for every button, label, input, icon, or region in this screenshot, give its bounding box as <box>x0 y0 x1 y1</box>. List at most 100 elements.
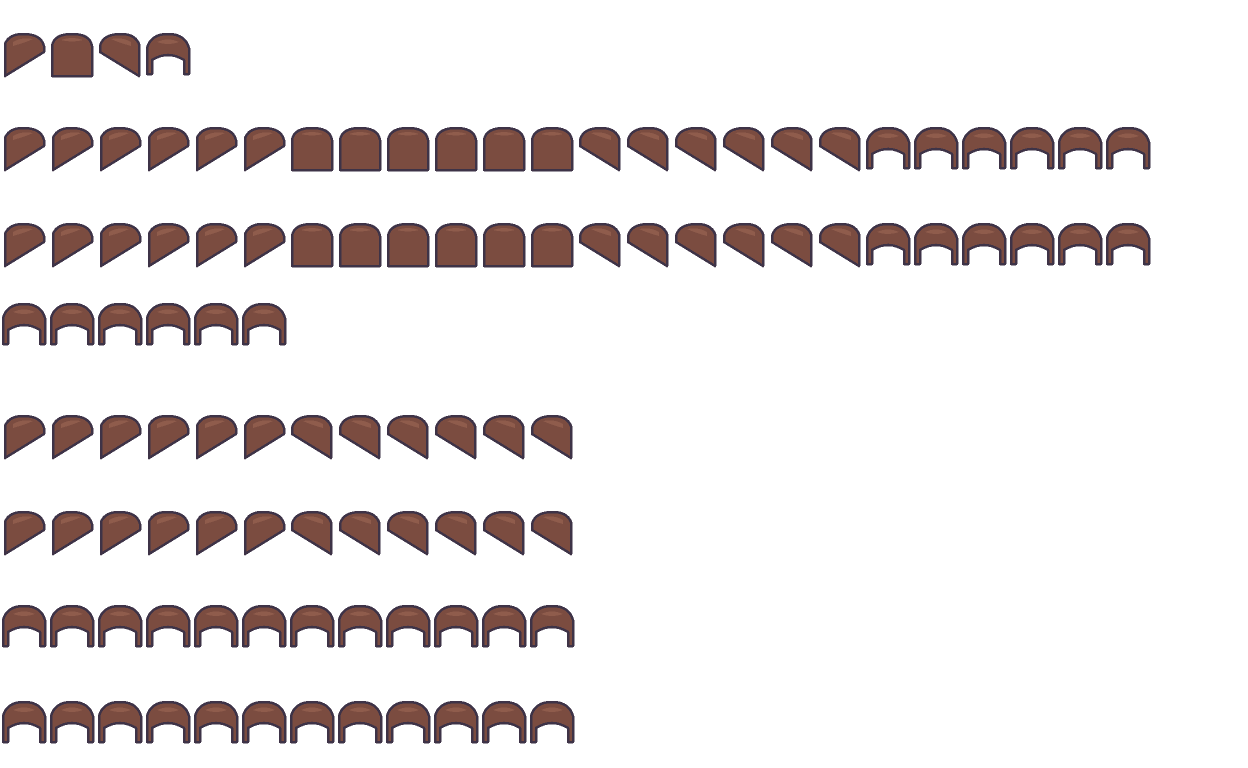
hair-sprite-left <box>434 510 477 556</box>
hair-sprite-right <box>147 126 190 172</box>
hair-sprite-right <box>99 222 142 268</box>
hair-sprite-back <box>337 700 383 744</box>
hair-sprite-left <box>674 126 717 172</box>
hair-sprite-back <box>97 604 143 648</box>
hair-sprite-back <box>1 700 47 744</box>
hair-sprite-back <box>193 302 239 346</box>
hair-sprite-left <box>674 222 717 268</box>
hair-sprite-front <box>482 126 526 172</box>
hair-sprite-back <box>1 604 47 648</box>
hair-sprite-front <box>530 126 574 172</box>
hair-sprite-back <box>961 222 1007 266</box>
hair-sprite-back <box>241 700 287 744</box>
hair-sprite-right <box>3 32 46 78</box>
hair-sprite-left <box>626 222 669 268</box>
hair-sprite-back <box>1009 126 1055 170</box>
hair-sprite-back <box>433 700 479 744</box>
hair-sprite-back <box>289 700 335 744</box>
hair-sprite-left <box>578 222 621 268</box>
hair-sprite-back <box>529 604 575 648</box>
hair-sprite-left <box>386 414 429 460</box>
hair-sprite-right <box>51 510 94 556</box>
hair-sprite-right <box>195 222 238 268</box>
hair-sprite-left <box>338 510 381 556</box>
hair-sprite-left <box>482 510 525 556</box>
hair-sprite-right <box>99 126 142 172</box>
hair-sprite-right <box>243 414 286 460</box>
hair-sprite-back <box>49 302 95 346</box>
hair-sprite-front <box>290 222 334 268</box>
hair-sprite-back <box>337 604 383 648</box>
hair-sprite-front <box>530 222 574 268</box>
hair-sprite-left <box>818 222 861 268</box>
hair-sprite-left <box>290 510 333 556</box>
hair-sprite-left <box>722 222 765 268</box>
hair-sprite-front <box>482 222 526 268</box>
hair-sprite-front <box>386 126 430 172</box>
hair-sprite-left <box>770 222 813 268</box>
hair-sprite-right <box>243 222 286 268</box>
hair-sprite-back <box>49 700 95 744</box>
hair-sprite-left <box>530 510 573 556</box>
hair-sprite-left <box>338 414 381 460</box>
hair-sprite-back <box>433 604 479 648</box>
hair-sprite-right <box>195 414 238 460</box>
hair-sprite-right <box>51 222 94 268</box>
hair-sprite-back <box>49 604 95 648</box>
hair-sprite-back <box>289 604 335 648</box>
hair-sprite-back <box>1105 126 1151 170</box>
hair-sprite-back <box>481 604 527 648</box>
hair-sprite-back <box>241 302 287 346</box>
hair-sprite-back <box>97 700 143 744</box>
hair-sprite-left <box>770 126 813 172</box>
hair-sprite-front <box>290 126 334 172</box>
hair-sprite-back <box>145 302 191 346</box>
hair-sprite-left <box>626 126 669 172</box>
hair-sprite-back <box>1009 222 1055 266</box>
hair-sprite-right <box>3 510 46 556</box>
hair-sprite-right <box>195 126 238 172</box>
hair-sprite-back <box>865 126 911 170</box>
hair-sprite-back <box>385 700 431 744</box>
hair-sprite-back <box>145 32 191 76</box>
hair-sprite-back <box>481 700 527 744</box>
hair-sprite-back <box>529 700 575 744</box>
hair-sprite-back <box>193 604 239 648</box>
hair-sprite-back <box>1 302 47 346</box>
hair-sprite-back <box>145 700 191 744</box>
hair-sprite-back <box>97 302 143 346</box>
hair-sprite-left <box>818 126 861 172</box>
hair-sprite-back <box>1057 126 1103 170</box>
hair-sprite-left <box>386 510 429 556</box>
hair-sprite-right <box>51 126 94 172</box>
hair-sprite-right <box>3 414 46 460</box>
hair-sprite-right <box>147 414 190 460</box>
hair-sprite-left <box>482 414 525 460</box>
hair-sprite-back <box>193 700 239 744</box>
hair-sprite-front <box>338 126 382 172</box>
hair-sprite-left <box>722 126 765 172</box>
hair-sprite-right <box>195 510 238 556</box>
hair-sprite-back <box>913 126 959 170</box>
hair-sprite-left <box>98 32 141 78</box>
hair-sprite-front <box>434 222 478 268</box>
hair-sprite-back <box>385 604 431 648</box>
hair-sprite-right <box>147 510 190 556</box>
hair-sprite-front <box>50 32 94 78</box>
hair-sprite-front <box>434 126 478 172</box>
hair-sprite-back <box>961 126 1007 170</box>
hair-sprite-left <box>434 414 477 460</box>
hair-sprite-right <box>243 510 286 556</box>
hair-sprite-right <box>99 414 142 460</box>
hair-sprite-front <box>338 222 382 268</box>
hair-sprite-right <box>243 126 286 172</box>
hair-sprite-front <box>386 222 430 268</box>
hair-sprite-left <box>578 126 621 172</box>
hair-sprite-back <box>145 604 191 648</box>
hair-sprite-left <box>290 414 333 460</box>
hair-sprite-back <box>1057 222 1103 266</box>
hair-sprite-back <box>865 222 911 266</box>
hair-sprite-back <box>913 222 959 266</box>
